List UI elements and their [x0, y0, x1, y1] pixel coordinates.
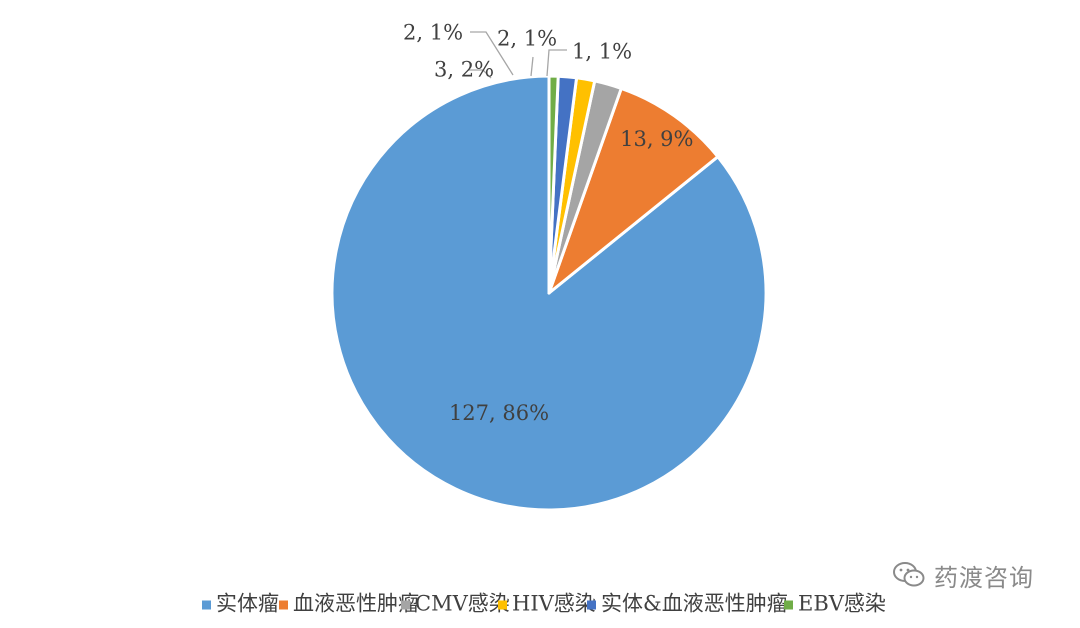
- legend-swatch-4: [498, 600, 507, 610]
- legend-item-1: 实体瘤: [202, 592, 279, 616]
- leader-line-6: [546, 49, 567, 77]
- data-label-3: 3, 2%: [434, 58, 494, 82]
- data-label-6: 1, 1%: [572, 40, 632, 64]
- data-label-4: 2, 1%: [403, 21, 463, 45]
- legend-item-2: 血液恶性肿瘤: [279, 592, 419, 616]
- watermark-text: 药渡咨询: [934, 563, 1034, 592]
- legend-label-5: 实体&血液恶性肿瘤: [601, 592, 788, 616]
- legend-label-2: 血液恶性肿瘤: [293, 592, 419, 616]
- legend-label-4: HIV感染: [512, 592, 596, 616]
- legend-swatch-5: [587, 600, 596, 610]
- data-label-1: 127, 86%: [449, 401, 549, 425]
- pie-slices: [330, 74, 768, 512]
- legend-label-6: EBV感染: [798, 592, 886, 616]
- legend-item-5: 实体&血液恶性肿瘤: [587, 592, 788, 616]
- wechat-icon: [892, 561, 926, 589]
- data-label-2: 13, 9%: [620, 127, 693, 151]
- legend-swatch-2: [279, 600, 288, 610]
- leader-line-4: [470, 31, 514, 76]
- data-label-5: 2, 1%: [497, 27, 557, 51]
- legend-label-1: 实体瘤: [216, 592, 279, 616]
- legend-item-3: CMV感染: [401, 592, 510, 616]
- legend-swatch-6: [784, 600, 793, 610]
- pie-slice-2: [547, 86, 720, 295]
- legend-item-6: EBV感染: [784, 592, 886, 616]
- data-labels: 127, 86%13, 9%3, 2%2, 1% 2, 1%1, 1%: [403, 21, 693, 425]
- leader-line-3: [468, 69, 492, 79]
- pie-slice-6: [547, 74, 560, 295]
- leader-line-5: [530, 56, 534, 77]
- legend-label-3: CMV感染: [415, 592, 510, 616]
- legend-swatch-3: [401, 600, 410, 610]
- watermark: 药渡咨询: [892, 557, 1034, 593]
- legend-swatch-1: [202, 600, 211, 610]
- legend-item-4: HIV感染: [498, 592, 596, 616]
